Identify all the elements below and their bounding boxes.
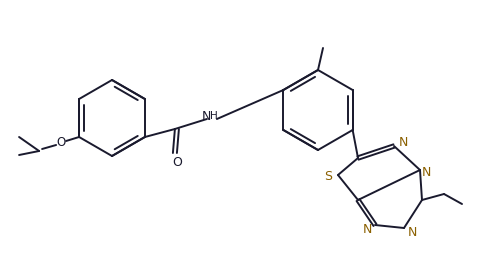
Text: S: S xyxy=(323,170,331,183)
Text: N: N xyxy=(406,226,416,239)
Text: N: N xyxy=(362,224,371,237)
Text: N: N xyxy=(397,135,407,148)
Text: N: N xyxy=(420,166,430,179)
Text: N: N xyxy=(202,109,211,122)
Text: O: O xyxy=(56,136,66,149)
Text: O: O xyxy=(172,155,181,168)
Text: H: H xyxy=(209,111,217,121)
